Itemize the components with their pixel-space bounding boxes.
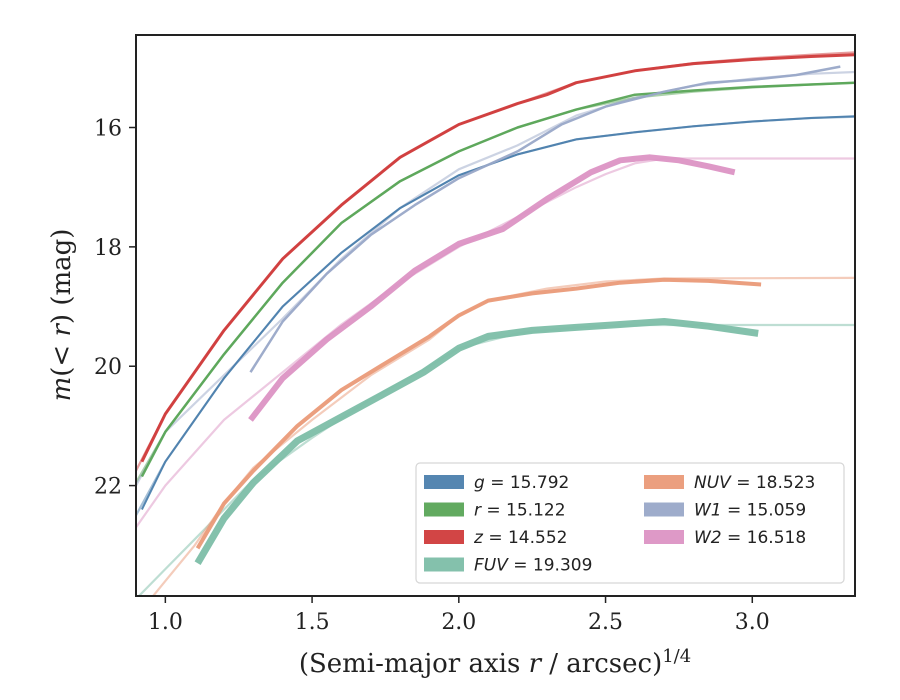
data-band-z (140, 53, 855, 463)
y-tick-label: 18 (94, 236, 122, 261)
legend-swatch (644, 530, 684, 544)
legend-item-W1: W1 = 15.059 (644, 501, 806, 521)
legend-label: W1 = 15.059 (694, 501, 806, 521)
legend-label: z = 14.552 (473, 528, 567, 548)
x-axis-title: (Semi-major axis r / arcsec)1/4 (299, 646, 691, 680)
legend-item-W2: W2 = 16.518 (644, 528, 806, 548)
legend-label: W2 = 16.518 (694, 528, 806, 548)
data-band-g (141, 115, 855, 510)
legend-swatch (424, 475, 464, 489)
legend-label: g = 15.792 (474, 473, 569, 493)
x-tick-label: 1.5 (295, 610, 330, 635)
legend-item-g: g = 15.792 (424, 473, 569, 493)
x-tick-label: 2.5 (588, 610, 623, 635)
y-tick-label: 16 (94, 117, 122, 142)
legend-swatch (424, 502, 464, 517)
y-axis-title: m(< r) (mag) (47, 229, 77, 402)
model-line-NUV (151, 276, 855, 596)
legend-item-FUV: FUV = 19.309 (424, 556, 592, 576)
x-axis: 1.0 1.5 2.0 2.5 3.0 (148, 596, 770, 635)
legend: g = 15.792 r = 15.122 z = 14.552 FUV = 19.3… (415, 462, 845, 584)
data-band-W2 (248, 154, 736, 422)
plot-frame (135, 34, 856, 597)
legend-item-NUV: NUV = 18.523 (644, 473, 815, 493)
legend-swatch (424, 557, 464, 572)
legend-swatch (644, 475, 684, 489)
legend-item-r: r = 15.122 (424, 501, 566, 521)
model-line-g (136, 115, 855, 516)
x-tick-label: 1.0 (148, 610, 183, 635)
legend-swatch (424, 530, 464, 544)
model-line-z (136, 51, 855, 472)
data-band-NUV (195, 277, 762, 550)
y-tick-label: 20 (94, 355, 122, 380)
y-axis: 16 18 20 22 (94, 117, 136, 500)
data-band-FUV (194, 318, 759, 565)
legend-item-z: z = 14.552 (424, 528, 567, 548)
data-curves (140, 53, 855, 565)
legend-label: FUV = 19.309 (474, 556, 592, 576)
legend-swatch (644, 502, 684, 517)
data-band-W1 (249, 65, 841, 373)
x-tick-label: 2.0 (441, 610, 476, 635)
y-tick-label: 22 (94, 475, 122, 500)
data-band-r (140, 81, 855, 478)
legend-box (415, 462, 845, 584)
legend-label: r = 15.122 (474, 501, 566, 521)
x-tick-label: 3.0 (735, 610, 770, 635)
legend-label: NUV = 18.523 (694, 473, 815, 493)
